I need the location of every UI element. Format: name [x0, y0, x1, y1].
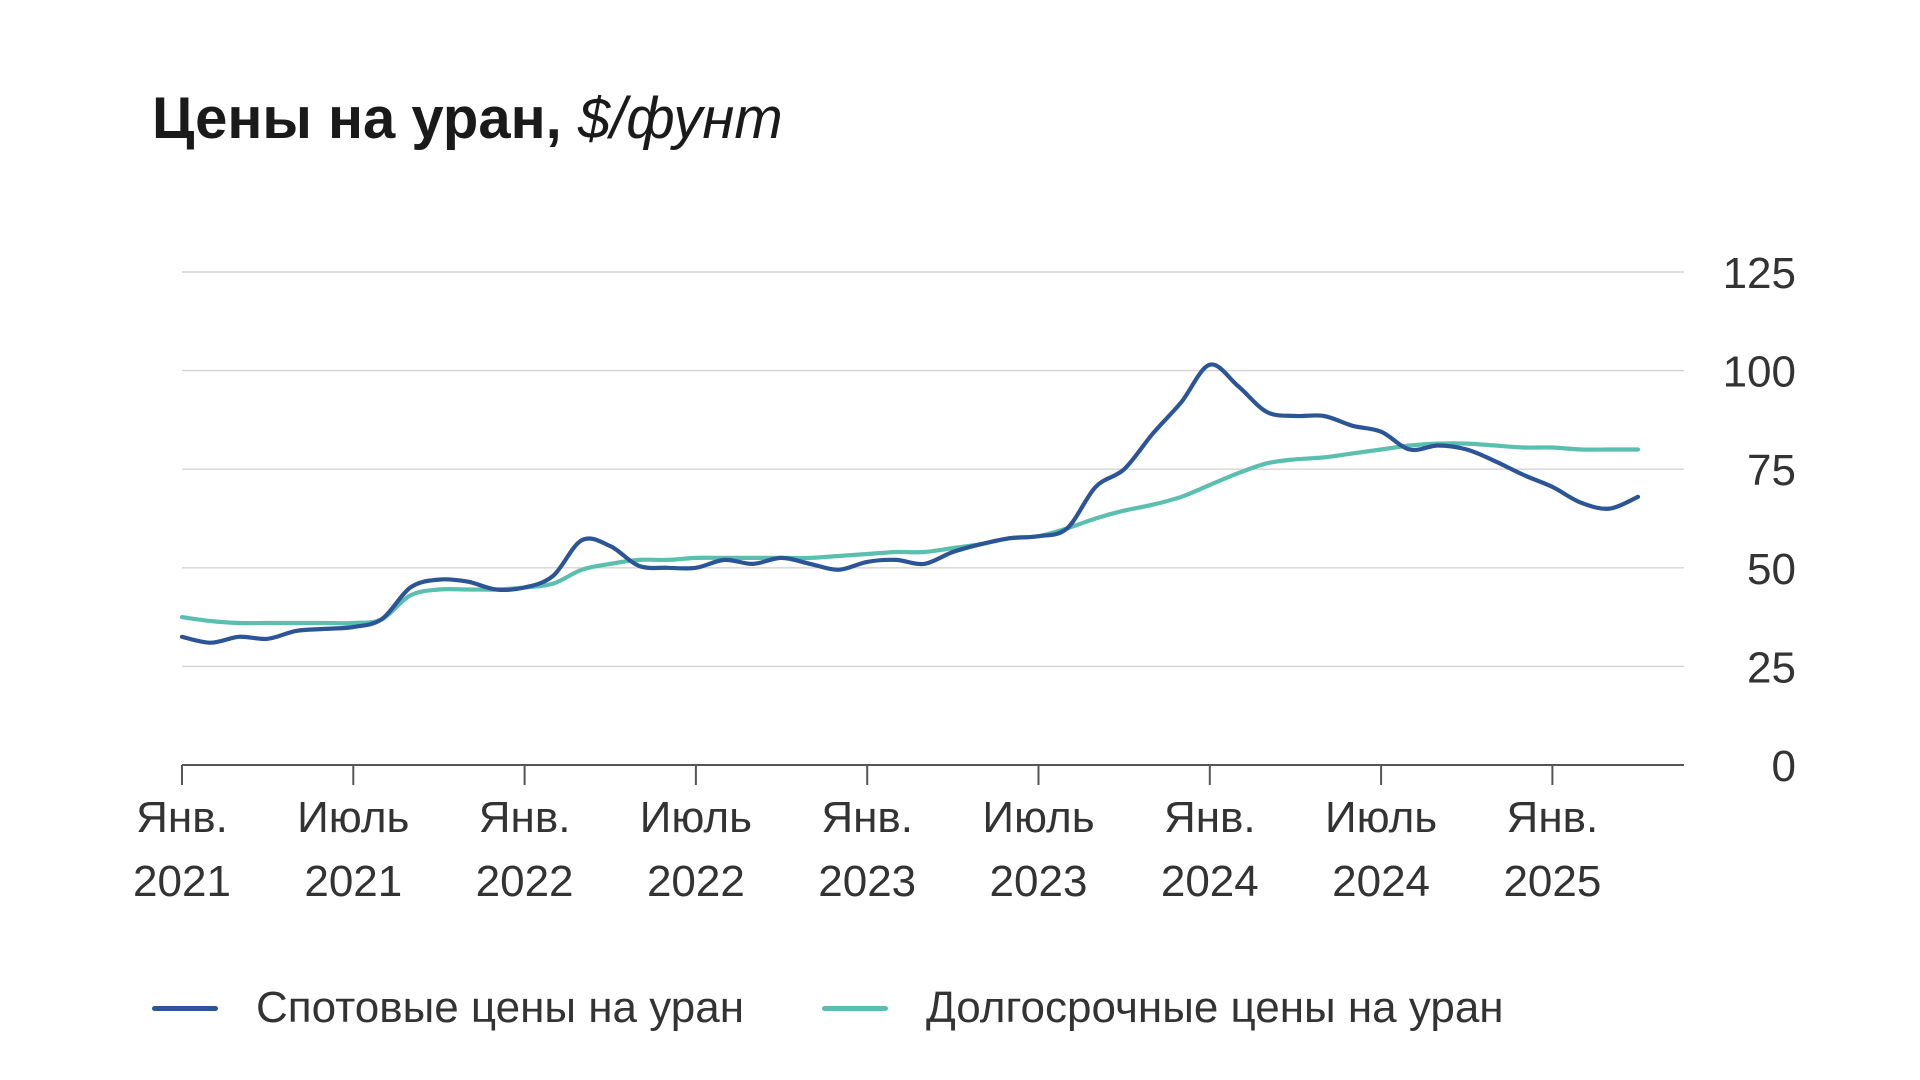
series-lines: [179, 362, 1641, 645]
series-line-long-term: [179, 441, 1641, 626]
y-tick-label-25: 25: [1747, 643, 1796, 692]
x-tick-label-year-1: 2021: [304, 857, 402, 906]
x-tick-label-year-0: 2021: [133, 857, 231, 906]
x-axis: [181, 764, 1684, 785]
y-tick-label-125: 125: [1723, 249, 1796, 298]
x-axis-labels: Янв. 2021 Июль 2021 Янв. 2022 Июль 2022 Янв. 2023…: [133, 793, 1601, 906]
y-tick-label-75: 75: [1747, 446, 1796, 495]
x-tick-label-month-5: Июль: [982, 793, 1094, 842]
x-tick-label-month-8: Янв.: [1507, 793, 1599, 842]
y-tick-label-0: 0: [1772, 742, 1796, 791]
grid-lines: [182, 271, 1684, 668]
x-tick-label-year-7: 2024: [1332, 857, 1430, 906]
legend-swatch-long-term: [822, 1005, 888, 1011]
x-tick-label-year-2: 2022: [476, 857, 574, 906]
x-tick-label-month-3: Июль: [640, 793, 752, 842]
x-tick-label-month-6: Янв.: [1164, 793, 1256, 842]
legend: Спотовые цены на уран Долгосрочные цены …: [152, 980, 1582, 1036]
series-line-spot: [179, 362, 1641, 645]
chart-title-unit: $/фунт: [577, 86, 783, 151]
x-tick-label-year-3: 2022: [647, 857, 745, 906]
y-axis-labels: 0 25 50 75 100 125: [1723, 249, 1796, 791]
legend-label-spot: Спотовые цены на уран: [256, 983, 744, 1032]
legend-label-long-term: Долгосрочные цены на уран: [926, 983, 1504, 1032]
legend-swatch-spot: [152, 1005, 218, 1011]
legend-item-long-term: Долгосрочные цены на уран: [822, 980, 1504, 1036]
x-tick-label-month-0: Янв.: [136, 793, 228, 842]
x-tick-label-year-6: 2024: [1161, 857, 1259, 906]
x-tick-label-year-5: 2023: [990, 857, 1088, 906]
x-tick-label-month-2: Янв.: [479, 793, 571, 842]
x-tick-label-month-1: Июль: [297, 793, 409, 842]
x-tick-label-month-4: Янв.: [821, 793, 913, 842]
x-tick-label-year-8: 2025: [1503, 857, 1601, 906]
legend-item-spot: Спотовые цены на уран: [152, 980, 744, 1036]
x-tick-label-year-4: 2023: [818, 857, 916, 906]
y-tick-label-100: 100: [1723, 348, 1796, 397]
y-tick-label-50: 50: [1747, 545, 1796, 594]
chart-title: Цены на уран, $/фунт: [152, 82, 783, 156]
x-tick-label-month-7: Июль: [1325, 793, 1437, 842]
chart-title-main: Цены на уран,: [152, 86, 578, 151]
